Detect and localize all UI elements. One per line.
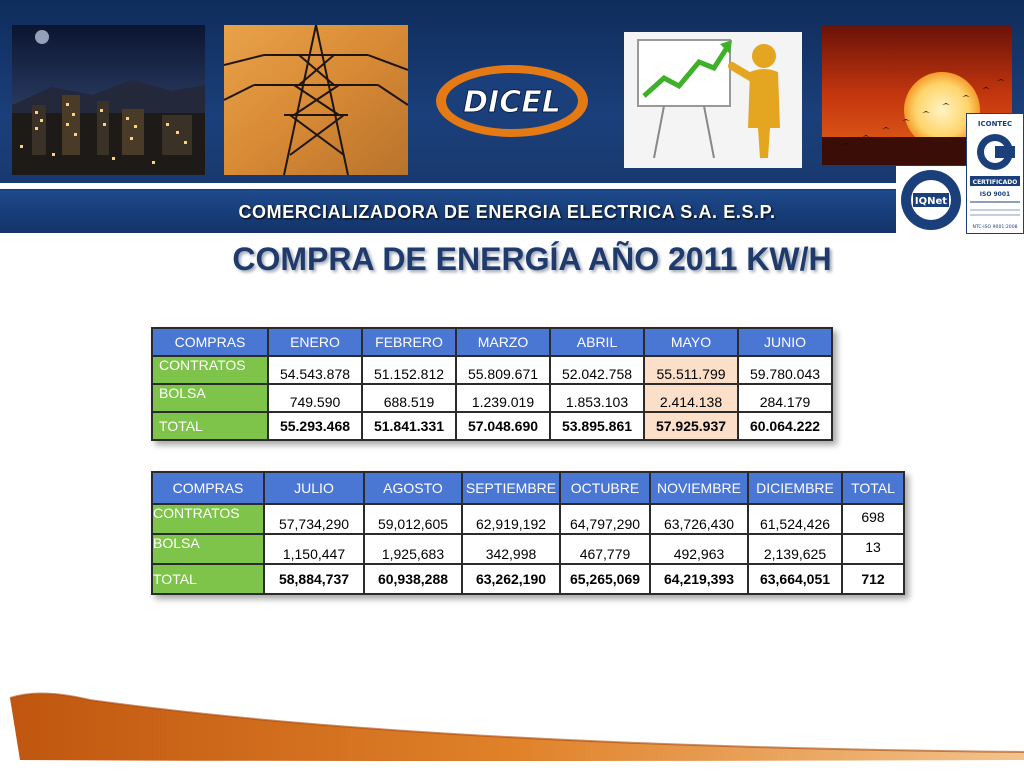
table-cell: 59,012,605 xyxy=(363,503,463,535)
table-cell-total: 53.895.861 xyxy=(549,411,645,441)
table-cell-total-highlighted: 57.925.937 xyxy=(643,411,739,441)
table-header-row: COMPRAS ENERO FEBRERO MARZO ABRIL MAYO J… xyxy=(151,327,833,357)
column-header: MAYO xyxy=(643,327,739,357)
table-cell-total: 65,265,069 xyxy=(559,563,651,595)
table-cell: 1.239.019 xyxy=(455,383,551,413)
column-header: JUNIO xyxy=(737,327,833,357)
table-cell: 1,150,447 xyxy=(263,533,365,565)
column-header: FEBRERO xyxy=(361,327,457,357)
table-cell: 342,998 xyxy=(461,533,561,565)
table-cell-total: 63,664,051 xyxy=(747,563,843,595)
table-cell: 51.152.812 xyxy=(361,355,457,385)
purchases-table-jul-dec: COMPRAS JULIO AGOSTO SEPTIEMBRE OCTUBRE … xyxy=(151,471,905,595)
table-cell: 59.780.043 xyxy=(737,355,833,385)
table-row: BOLSA 749.590 688.519 1.239.019 1.853.10… xyxy=(151,383,833,413)
column-header: DICIEMBRE xyxy=(747,471,843,505)
column-header: ENERO xyxy=(267,327,363,357)
row-label: CONTRATOS xyxy=(151,355,269,385)
table-cell: 1.853.103 xyxy=(549,383,645,413)
column-header: COMPRAS xyxy=(151,327,269,357)
column-header: AGOSTO xyxy=(363,471,463,505)
table-cell: 467,779 xyxy=(559,533,651,565)
column-header: OCTUBRE xyxy=(559,471,651,505)
column-header: ABRIL xyxy=(549,327,645,357)
icontec-iso: ISO 9001 xyxy=(980,191,1010,198)
table-cell: 63,726,430 xyxy=(649,503,749,535)
table-cell-total: 60.064.222 xyxy=(737,411,833,441)
row-label: CONTRATOS xyxy=(151,503,265,535)
table-row: BOLSA 1,150,447 1,925,683 342,998 467,77… xyxy=(151,533,905,565)
table-cell: 57,734,290 xyxy=(263,503,365,535)
table-header-row: COMPRAS JULIO AGOSTO SEPTIEMBRE OCTUBRE … xyxy=(151,471,905,505)
table-cell-total: 63,262,190 xyxy=(461,563,561,595)
table-cell: 698 xyxy=(841,503,905,535)
column-header: MARZO xyxy=(455,327,551,357)
table-cell: 52.042.758 xyxy=(549,355,645,385)
table-row: CONTRATOS 57,734,290 59,012,605 62,919,1… xyxy=(151,503,905,535)
table-cell-total: 60,938,288 xyxy=(363,563,463,595)
purchases-table-jan-jun: COMPRAS ENERO FEBRERO MARZO ABRIL MAYO J… xyxy=(151,327,833,441)
column-header: SEPTIEMBRE xyxy=(461,471,561,505)
header-divider xyxy=(0,183,1024,189)
table-cell: 688.519 xyxy=(361,383,457,413)
iqnet-text: IQNet xyxy=(915,196,947,207)
table-cell-total: 51.841.331 xyxy=(361,411,457,441)
column-header: TOTAL xyxy=(841,471,905,505)
icontec-certificado: CERTIFICADO xyxy=(973,179,1018,186)
table-cell: 284.179 xyxy=(737,383,833,413)
page-title: COMPRA DE ENERGÍA AÑO 2011 KW/H xyxy=(232,241,832,277)
company-band xyxy=(0,190,896,233)
row-label: TOTAL xyxy=(151,411,269,441)
table-cell-total: 712 xyxy=(841,563,905,595)
row-label: BOLSA xyxy=(151,383,269,413)
city-night-photo xyxy=(12,25,205,175)
table-cell: 13 xyxy=(841,533,905,565)
logo-text: DICEL xyxy=(463,85,561,120)
table-cell: 55.809.671 xyxy=(455,355,551,385)
company-name: COMERCIALIZADORA DE ENERGIA ELECTRICA S.… xyxy=(238,202,776,222)
icontec-certification-badge: ICONTEC CERTIFICADO ISO 9001 NTC-ISO 900… xyxy=(966,113,1024,234)
table-cell-highlighted: 2.414.138 xyxy=(643,383,739,413)
column-header: JULIO xyxy=(263,471,365,505)
icontec-norm: NTC-ISO 9001:2008 xyxy=(972,224,1017,230)
column-header: COMPRAS xyxy=(151,471,265,505)
power-tower-photo xyxy=(224,25,408,175)
table-cell: 2,139,625 xyxy=(747,533,843,565)
table-cell-total: 64,219,393 xyxy=(649,563,749,595)
iqnet-certification-badge: IQNet xyxy=(896,166,966,234)
table-cell: 54.543.878 xyxy=(267,355,363,385)
table-cell: 492,963 xyxy=(649,533,749,565)
table-cell: 749.590 xyxy=(267,383,363,413)
footer-swoosh xyxy=(0,680,1024,768)
column-header: NOVIEMBRE xyxy=(649,471,749,505)
table-cell: 61,524,426 xyxy=(747,503,843,535)
table-cell: 1,925,683 xyxy=(363,533,463,565)
table-cell-total: 58,884,737 xyxy=(263,563,365,595)
table-cell-total: 57.048.690 xyxy=(455,411,551,441)
table-cell: 64,797,290 xyxy=(559,503,651,535)
row-label: BOLSA xyxy=(151,533,265,565)
table-cell-highlighted: 55.511.799 xyxy=(643,355,739,385)
table-cell-total: 55.293.468 xyxy=(267,411,363,441)
table-row: CONTRATOS 54.543.878 51.152.812 55.809.6… xyxy=(151,355,833,385)
table-cell: 62,919,192 xyxy=(461,503,561,535)
icontec-title: ICONTEC xyxy=(978,120,1012,128)
presenter-chart-photo xyxy=(624,32,802,168)
table-row-total: TOTAL 55.293.468 51.841.331 57.048.690 5… xyxy=(151,411,833,441)
table-row-total: TOTAL 58,884,737 60,938,288 63,262,190 6… xyxy=(151,563,905,595)
row-label: TOTAL xyxy=(151,563,265,595)
dicel-logo: DICEL xyxy=(433,62,591,140)
